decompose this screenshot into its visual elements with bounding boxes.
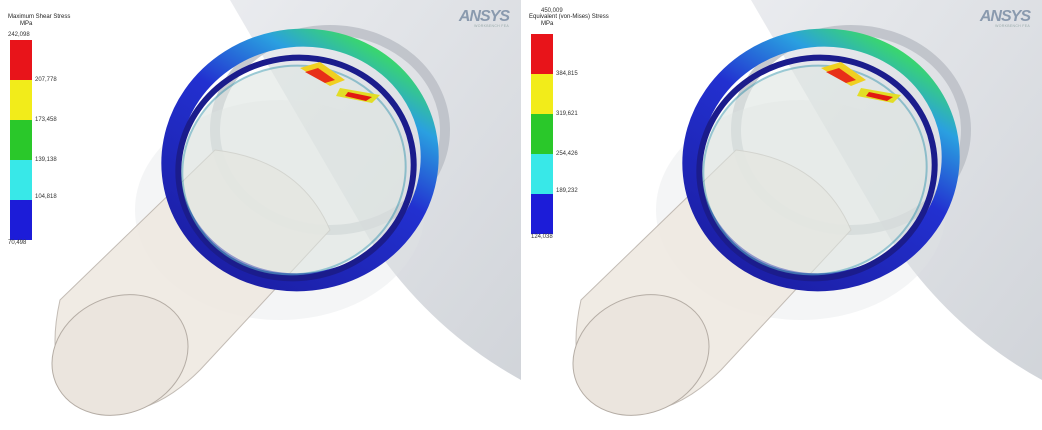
legend-label: 319,621 bbox=[556, 111, 578, 117]
ansys-logo: ANSYS WORKBENCH FEA bbox=[979, 8, 1031, 28]
legend-max-label: 242,098 bbox=[8, 32, 30, 38]
model-viewport[interactable] bbox=[521, 0, 1042, 430]
legend-label: 139,138 bbox=[35, 157, 57, 163]
logo-subtext: WORKBENCH FEA bbox=[474, 24, 509, 28]
ansys-logo: ANSYS WORKBENCH FEA bbox=[458, 8, 510, 28]
ring-inner-face bbox=[702, 64, 928, 276]
legend-label: 173,458 bbox=[35, 117, 57, 123]
legend-title: Maximum Shear Stress bbox=[8, 14, 71, 20]
ring-outer-band bbox=[161, 28, 439, 292]
legend-color-bar bbox=[10, 40, 32, 240]
legend-color-bar bbox=[531, 34, 553, 234]
legend-label: 189,232 bbox=[556, 188, 578, 194]
legend-band-yellow bbox=[531, 74, 553, 114]
legend-band-cyan bbox=[531, 154, 553, 194]
legend-band-red bbox=[531, 34, 553, 74]
legend-band-blue bbox=[10, 200, 32, 240]
logo-wordmark: ANSYS bbox=[979, 8, 1031, 25]
legend-max-label: 450,009 bbox=[541, 8, 563, 14]
legend-label: 254,426 bbox=[556, 151, 578, 157]
ring-outer-band bbox=[682, 28, 960, 292]
legend-band-red bbox=[10, 40, 32, 80]
legend-band-blue bbox=[531, 194, 553, 234]
legend-title: Equivalent (von-Mises) Stress bbox=[529, 14, 609, 20]
model-viewport[interactable] bbox=[0, 0, 521, 430]
legend-label: 384,815 bbox=[556, 71, 578, 77]
legend-band-green bbox=[531, 114, 553, 154]
legend-unit: MPa bbox=[541, 21, 554, 27]
logo-wordmark: ANSYS bbox=[458, 8, 510, 25]
right-result-panel: Equivalent (von-Mises) Stress MPa 450,00… bbox=[521, 0, 1042, 430]
legend-label: 207,778 bbox=[35, 77, 57, 83]
left-result-panel: Maximum Shear Stress MPa 242,098 207,778… bbox=[0, 0, 521, 430]
legend-band-yellow bbox=[10, 80, 32, 120]
shaft-end-face bbox=[572, 294, 710, 416]
logo-subtext: WORKBENCH FEA bbox=[995, 24, 1030, 28]
legend-band-cyan bbox=[10, 160, 32, 200]
legend-band-green bbox=[10, 120, 32, 160]
stress-legend: Maximum Shear Stress MPa 242,098 207,778… bbox=[8, 14, 118, 254]
ring-inner-face bbox=[181, 64, 407, 276]
legend-min-label: 124,038 bbox=[531, 234, 553, 240]
stress-legend: Equivalent (von-Mises) Stress MPa 450,00… bbox=[529, 8, 639, 254]
legend-unit: MPa bbox=[20, 21, 33, 27]
shaft-end-face bbox=[51, 294, 189, 416]
legend-label: 104,818 bbox=[35, 194, 57, 200]
legend-min-label: 70,498 bbox=[8, 240, 27, 246]
